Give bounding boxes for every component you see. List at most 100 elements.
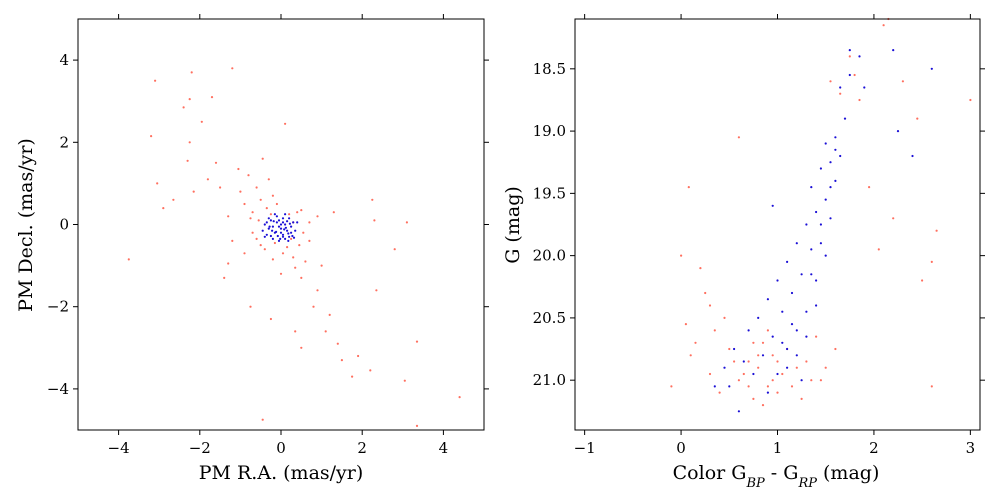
data-point [853, 73, 856, 77]
data-point [284, 237, 287, 240]
data-point [263, 223, 266, 226]
data-point [243, 252, 246, 255]
y-tick-label: 19.5 [533, 184, 566, 202]
data-point [699, 267, 702, 270]
data-point [267, 227, 270, 230]
data-point [351, 375, 354, 378]
data-point [281, 233, 285, 236]
data-point [901, 80, 905, 83]
data-point [288, 235, 291, 238]
data-point [192, 190, 195, 193]
data-point [340, 359, 343, 362]
data-point [247, 174, 250, 177]
data-point [287, 232, 290, 235]
data-point [316, 289, 319, 292]
data-point [824, 366, 827, 369]
data-point [824, 254, 827, 257]
data-point [286, 220, 289, 223]
data-point [742, 372, 745, 376]
data-point [858, 55, 861, 58]
data-point [921, 279, 924, 282]
data-point [328, 313, 331, 316]
data-point [272, 220, 275, 223]
data-point [214, 161, 218, 164]
data-point [795, 242, 798, 245]
data-point [279, 231, 283, 234]
data-point [357, 354, 360, 358]
data-point [848, 55, 851, 58]
data-point [747, 360, 750, 363]
data-point [275, 221, 278, 224]
data-point [670, 385, 673, 388]
data-point [243, 202, 246, 206]
data-point [162, 207, 165, 210]
data-point [733, 360, 736, 363]
data-point [271, 258, 274, 261]
data-point [271, 194, 274, 197]
data-point [916, 117, 919, 120]
data-point [276, 234, 279, 238]
x-tick-label: −2 [189, 439, 211, 457]
data-point [271, 229, 274, 232]
data-point [393, 248, 396, 251]
data-point [210, 96, 214, 99]
data-point [776, 391, 779, 394]
data-point [795, 366, 798, 369]
data-point [284, 122, 287, 125]
data-point [815, 335, 818, 338]
data-point [292, 221, 295, 224]
data-point [308, 221, 311, 224]
x-tick-label: 2 [357, 439, 367, 457]
y-tick-label: 4 [59, 51, 69, 69]
data-point [269, 317, 272, 321]
color-magnitude-x-label: Color GBP - GRP (mag) [673, 462, 880, 491]
data-point [251, 211, 254, 214]
data-point [255, 186, 258, 189]
data-point [300, 209, 303, 212]
data-point [829, 80, 832, 83]
x-tick-label: −1 [574, 439, 596, 457]
data-point [290, 231, 293, 234]
data-point [969, 98, 972, 102]
data-point [275, 202, 278, 206]
data-point [810, 248, 813, 251]
proper-motion-x-label: PM R.A. (mas/yr) [199, 462, 364, 484]
data-point [790, 323, 794, 326]
color-magnitude-frame [574, 18, 981, 431]
data-point [819, 223, 823, 226]
data-point [795, 329, 798, 332]
data-point [723, 366, 726, 369]
data-point [800, 379, 803, 382]
x-tick-label: 1 [773, 439, 783, 457]
data-point [288, 213, 291, 216]
data-point [795, 354, 798, 357]
data-point [781, 341, 784, 344]
data-point [231, 239, 234, 242]
data-point [275, 215, 278, 218]
data-point [403, 379, 406, 382]
x-tick-label: 3 [966, 439, 976, 457]
data-point [810, 379, 813, 382]
data-point [810, 273, 813, 276]
data-point [190, 71, 193, 74]
data-point [704, 291, 707, 295]
data-point [261, 229, 264, 232]
data-point [281, 252, 285, 255]
data-point [312, 305, 315, 308]
data-point [819, 379, 823, 382]
data-point [265, 233, 268, 236]
data-point [747, 329, 750, 332]
data-point [265, 207, 268, 210]
data-point [694, 341, 697, 344]
data-point [269, 213, 272, 216]
data-point [188, 141, 191, 144]
data-point [279, 227, 283, 230]
data-point [834, 179, 837, 182]
data-point [766, 385, 770, 388]
data-point [284, 226, 287, 229]
data-point [805, 223, 808, 226]
data-point [458, 396, 461, 399]
data-point [231, 67, 234, 70]
data-point [848, 73, 851, 77]
data-point [771, 204, 774, 207]
